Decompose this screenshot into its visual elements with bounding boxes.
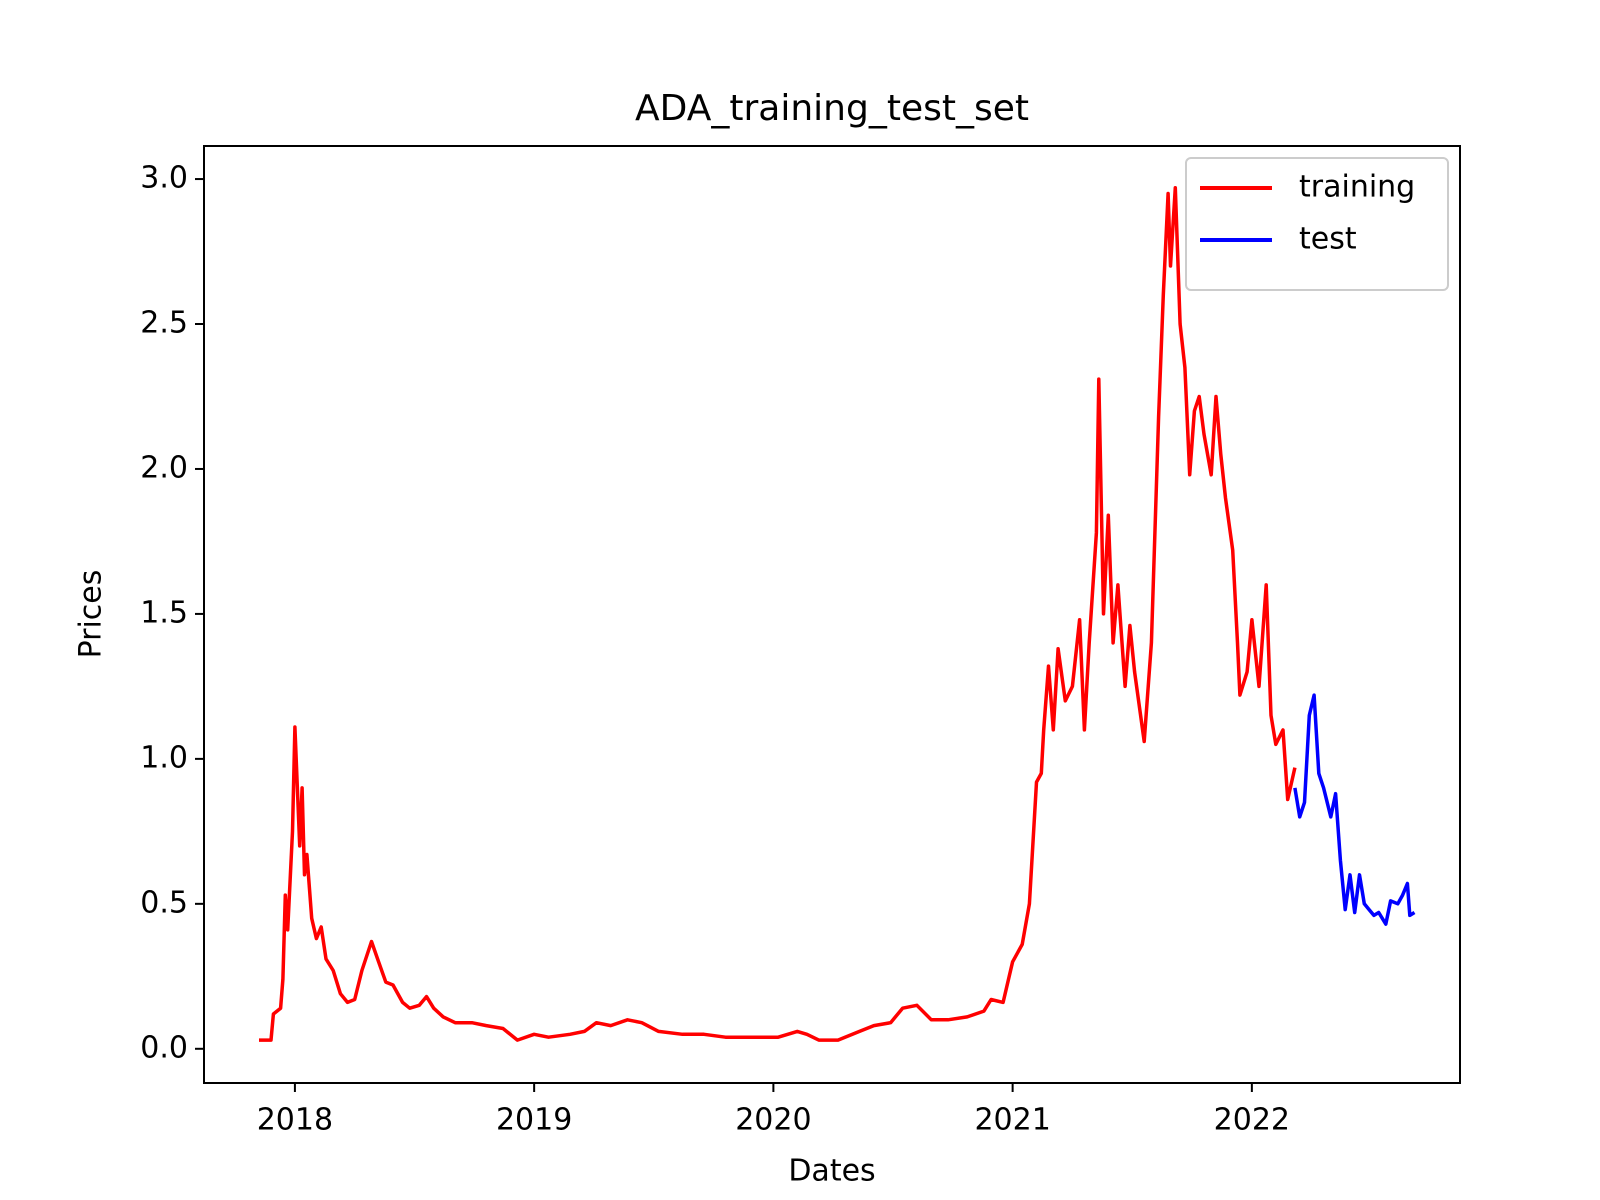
line-series bbox=[1293, 693, 1416, 926]
y-tick-label: 2.0 bbox=[140, 450, 188, 485]
legend-box bbox=[1185, 157, 1449, 291]
x-tick-label: 2021 bbox=[974, 1103, 1050, 1138]
x-tick-label: 2022 bbox=[1214, 1103, 1290, 1138]
y-tick-label: 0.5 bbox=[140, 885, 188, 920]
y-tick-label: 1.5 bbox=[140, 595, 188, 630]
chart-title: ADA_training_test_set bbox=[635, 88, 1029, 129]
legend-label: test bbox=[1299, 222, 1357, 257]
y-tick-label: 1.0 bbox=[140, 740, 188, 775]
x-tick-label: 2018 bbox=[257, 1103, 333, 1138]
x-tick-label: 2019 bbox=[496, 1103, 572, 1138]
line-series bbox=[259, 185, 1297, 1042]
y-tick-label: 0.0 bbox=[140, 1030, 188, 1065]
y-tick-label: 3.0 bbox=[140, 161, 188, 196]
plot-frame bbox=[203, 145, 1461, 1084]
legend: training test bbox=[1185, 157, 1449, 291]
x-axis-label: Dates bbox=[788, 1154, 875, 1189]
x-tick-label: 2020 bbox=[735, 1103, 811, 1138]
y-tick-label: 2.5 bbox=[140, 306, 188, 341]
y-axis-label: Prices bbox=[74, 570, 109, 659]
legend-label: training bbox=[1299, 170, 1415, 205]
